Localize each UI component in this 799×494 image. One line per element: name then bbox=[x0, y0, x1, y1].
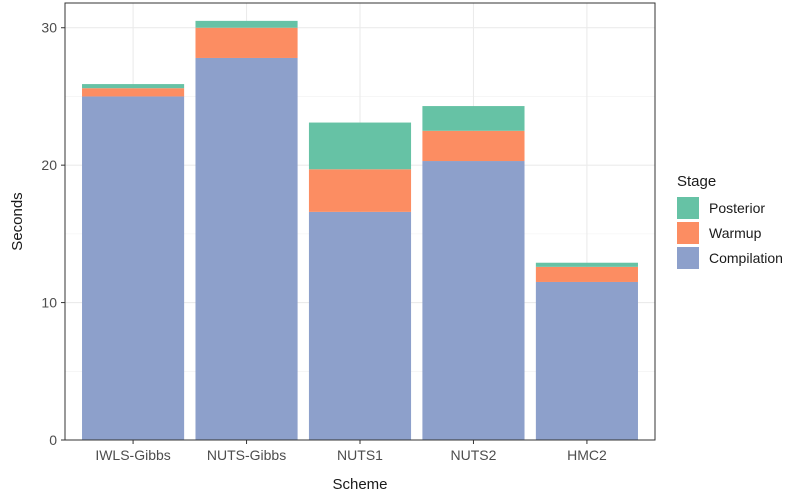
x-axis-title: Scheme bbox=[332, 476, 387, 493]
bar-posterior bbox=[422, 106, 525, 131]
y-tick-label: 30 bbox=[41, 20, 57, 36]
x-tick-label: HMC2 bbox=[567, 447, 607, 463]
x-tick-label: NUTS1 bbox=[337, 447, 383, 463]
legend-key-warmup bbox=[677, 222, 699, 244]
bars bbox=[82, 20, 638, 441]
bar-warmup bbox=[195, 27, 298, 58]
y-tick-label: 10 bbox=[41, 295, 57, 311]
bar-posterior bbox=[535, 262, 638, 267]
x-tick-label: IWLS-Gibbs bbox=[95, 447, 170, 463]
bar-posterior bbox=[195, 20, 298, 28]
y-tick-label: 20 bbox=[41, 157, 57, 173]
bar-posterior bbox=[82, 84, 185, 89]
y-axis-title: Seconds bbox=[9, 192, 26, 250]
legend-key-posterior bbox=[677, 197, 699, 219]
bar-warmup bbox=[422, 130, 525, 162]
bar-compilation bbox=[195, 57, 298, 440]
bar-warmup bbox=[308, 169, 412, 212]
legend-label-posterior: Posterior bbox=[709, 200, 765, 216]
bar-compilation bbox=[422, 161, 525, 440]
x-tick-label: NUTS2 bbox=[451, 447, 497, 463]
x-tick-label: NUTS-Gibbs bbox=[207, 447, 286, 463]
legend-key-compilation bbox=[677, 247, 699, 269]
legend: Stage Posterior Warmup Compilation bbox=[677, 173, 783, 269]
x-axis: IWLS-Gibbs NUTS-Gibbs NUTS1 NUTS2 HMC2 bbox=[95, 440, 607, 463]
legend-label-warmup: Warmup bbox=[709, 225, 762, 241]
legend-title: Stage bbox=[677, 173, 716, 190]
bar-posterior bbox=[308, 122, 412, 170]
legend-label-compilation: Compilation bbox=[709, 250, 783, 266]
bar-compilation bbox=[308, 211, 412, 440]
bar-compilation bbox=[82, 96, 185, 441]
y-axis: 0 10 20 30 bbox=[41, 20, 65, 448]
y-tick-label: 0 bbox=[49, 432, 57, 448]
bar-warmup bbox=[82, 88, 185, 97]
bar-warmup bbox=[535, 266, 638, 282]
bar-compilation bbox=[535, 281, 638, 440]
